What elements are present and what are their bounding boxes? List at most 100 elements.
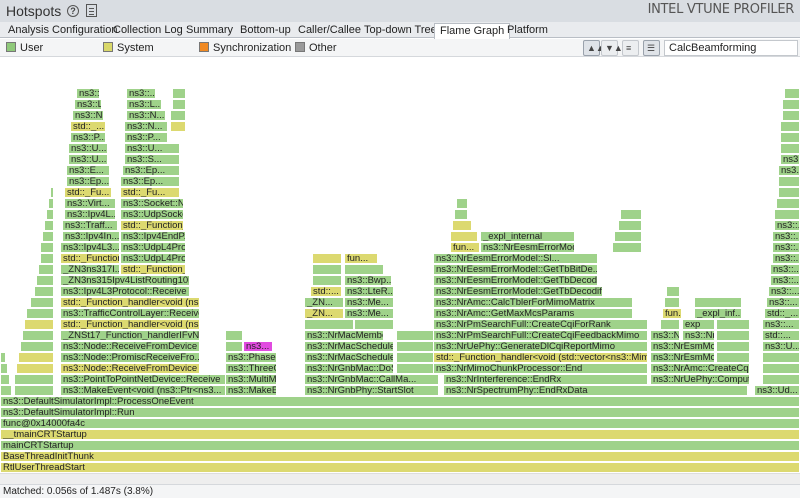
- flame-frame[interactable]: ns3::U...: [762, 341, 800, 352]
- flame-frame[interactable]: [24, 319, 54, 330]
- flame-frame[interactable]: [774, 209, 800, 220]
- flame-frame[interactable]: [396, 330, 434, 341]
- flame-frame[interactable]: ns3...: [780, 154, 800, 165]
- flame-frame[interactable]: RtlUserThreadStart: [0, 462, 800, 473]
- flame-frame[interactable]: std::_Fu...: [120, 187, 180, 198]
- flame-frame[interactable]: [16, 363, 54, 374]
- flame-frame[interactable]: exp: [682, 319, 715, 330]
- flame-frame[interactable]: ns3::N...: [126, 110, 166, 121]
- flame-frame[interactable]: [612, 242, 642, 253]
- flame-frame[interactable]: [0, 363, 8, 374]
- flame-frame[interactable]: [620, 209, 642, 220]
- flame-frame[interactable]: [452, 220, 472, 231]
- flame-frame[interactable]: ns3::Ep...: [122, 165, 180, 176]
- flame-frame[interactable]: [304, 319, 354, 330]
- flame-frame[interactable]: ns3::Ipv4EndP...: [120, 231, 186, 242]
- search-input[interactable]: [664, 40, 798, 56]
- flame-frame[interactable]: [762, 374, 800, 385]
- flame-frame[interactable]: [26, 308, 54, 319]
- flame-view-button[interactable]: ▲▲: [583, 40, 605, 56]
- flame-frame[interactable]: ns3::Phased...: [225, 352, 277, 363]
- flame-frame[interactable]: [225, 341, 243, 352]
- flame-frame[interactable]: [42, 231, 54, 242]
- tab-bottom-up[interactable]: Bottom-up: [240, 24, 291, 36]
- flame-frame[interactable]: std::_Function_...: [120, 220, 184, 231]
- flame-frame[interactable]: ns3::...: [762, 319, 800, 330]
- flame-frame[interactable]: [170, 121, 186, 132]
- flame-filter-button[interactable]: ▼▲: [601, 40, 623, 56]
- flame-frame[interactable]: ns3::NrUePhy::Comput...: [650, 374, 750, 385]
- legend-item-other[interactable]: Other: [295, 42, 337, 54]
- flame-frame[interactable]: ns3::...: [770, 275, 800, 286]
- flame-frame[interactable]: _expl_internal: [480, 231, 575, 242]
- flame-frame[interactable]: [784, 88, 800, 99]
- flame-frame[interactable]: std::...: [310, 286, 342, 297]
- flame-frame[interactable]: [716, 352, 750, 363]
- flame-frame[interactable]: ns3::Ipv4L3...: [60, 242, 120, 253]
- flame-frame[interactable]: [312, 253, 342, 264]
- flame-frame[interactable]: [46, 209, 54, 220]
- flame-frame[interactable]: __tmainCRTStartup: [0, 429, 800, 440]
- flame-frame[interactable]: [14, 385, 54, 396]
- document-icon[interactable]: [86, 4, 97, 17]
- tab-platform[interactable]: Platform: [507, 24, 548, 36]
- flame-frame[interactable]: ns3::Virt...: [64, 198, 116, 209]
- flame-frame[interactable]: ns3::Traff...: [62, 220, 118, 231]
- flame-frame[interactable]: ns3::L...: [126, 99, 162, 110]
- flame-frame[interactable]: ns3::N...: [72, 110, 104, 121]
- flame-frame[interactable]: ns3...: [243, 341, 273, 352]
- flame-frame[interactable]: ns3::...: [774, 220, 800, 231]
- flame-frame[interactable]: ns3::Bwp...: [344, 275, 392, 286]
- flame-frame[interactable]: fun...: [344, 253, 378, 264]
- flame-frame[interactable]: [694, 297, 742, 308]
- flame-frame[interactable]: [354, 319, 394, 330]
- flame-frame[interactable]: _ZNSt17_Function_handlerIFvN3ns...: [60, 330, 200, 341]
- flame-frame[interactable]: ns3::Node::ReceiveFromDevice: [60, 341, 200, 352]
- flame-frame[interactable]: ns3::NrEsmModel...: [650, 352, 715, 363]
- flame-frame[interactable]: ns3::...: [126, 88, 156, 99]
- flame-frame[interactable]: std::_Function_h...: [120, 264, 186, 275]
- flame-frame[interactable]: [40, 242, 54, 253]
- flame-frame[interactable]: [782, 110, 800, 121]
- flame-frame[interactable]: [396, 352, 434, 363]
- flame-frame[interactable]: ns3::Ud...: [754, 385, 800, 396]
- tab-flame-graph[interactable]: Flame Graph: [434, 23, 511, 39]
- tab-top-down-tree[interactable]: Top-down Tree: [364, 24, 437, 36]
- flame-frame[interactable]: [0, 374, 10, 385]
- flame-frame[interactable]: ns3::NrSpectrumPhy::EndRxData: [443, 385, 748, 396]
- flame-frame[interactable]: [782, 99, 800, 110]
- flame-frame[interactable]: std::_Function_handler<void (ns3::...: [60, 297, 200, 308]
- flame-frame[interactable]: std::_Fu...: [64, 187, 112, 198]
- flame-frame[interactable]: [396, 341, 434, 352]
- flame-frame[interactable]: ns3::Me...: [344, 297, 394, 308]
- flame-frame[interactable]: std::_Function...: [60, 253, 120, 264]
- tab-summary[interactable]: Summary: [186, 24, 234, 36]
- flame-frame[interactable]: [664, 297, 680, 308]
- flame-frame[interactable]: [344, 264, 384, 275]
- flame-frame[interactable]: [716, 341, 750, 352]
- flame-frame[interactable]: ns3::NrAmc::CreateCq...: [650, 363, 750, 374]
- flame-frame[interactable]: ns3::N...: [124, 121, 168, 132]
- flame-frame[interactable]: ns3::S...: [124, 154, 180, 165]
- legend-item-system[interactable]: System: [103, 42, 154, 54]
- flame-frame[interactable]: [36, 275, 54, 286]
- flame-frame[interactable]: [312, 264, 342, 275]
- flame-frame[interactable]: [0, 385, 12, 396]
- flame-frame[interactable]: ns3::Ep...: [120, 176, 180, 187]
- flame-frame[interactable]: [762, 352, 800, 363]
- flame-frame[interactable]: ns3::U...: [68, 143, 108, 154]
- flame-frame[interactable]: ns3::NrInterference::EndRx: [443, 374, 648, 385]
- tab-analysis-configuration[interactable]: Analysis Configuration: [8, 24, 118, 36]
- flame-frame[interactable]: [454, 209, 468, 220]
- flame-frame[interactable]: ns3::...: [772, 253, 800, 264]
- flame-frame[interactable]: ns3::L...: [74, 99, 102, 110]
- flame-frame[interactable]: [170, 110, 186, 121]
- flame-frame[interactable]: ns3::NrEesmErrorModel::GetTbDecodificati…: [433, 286, 603, 297]
- flame-frame[interactable]: ns3::UdpSocke...: [120, 209, 184, 220]
- flame-frame[interactable]: func@0x14000fa4c: [0, 418, 800, 429]
- flame-frame[interactable]: ns3...: [778, 165, 800, 176]
- flame-frame[interactable]: [172, 88, 186, 99]
- flame-frame[interactable]: ns3::NrEsmModel...: [650, 341, 715, 352]
- flame-frame[interactable]: ns3::NrMacSchedule...: [304, 352, 394, 363]
- flame-frame[interactable]: std::_Function_handler<void (ns3::...: [60, 319, 200, 330]
